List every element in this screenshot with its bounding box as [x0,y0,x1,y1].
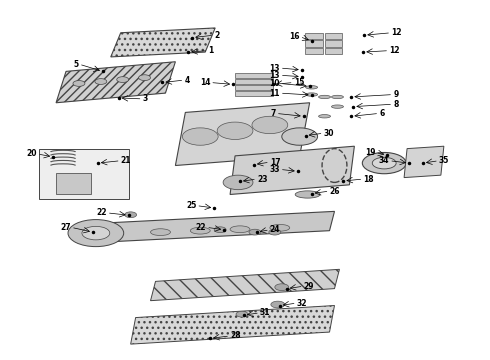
Ellipse shape [306,93,318,96]
Bar [39,149,129,199]
Text: 32: 32 [297,298,307,307]
Polygon shape [175,103,310,166]
Ellipse shape [230,226,250,233]
Text: 35: 35 [439,156,449,165]
Circle shape [282,128,318,145]
Circle shape [252,116,288,134]
Bar [235,79,273,84]
Text: 29: 29 [304,282,314,291]
Ellipse shape [270,224,290,231]
Text: 20: 20 [26,149,37,158]
Text: 12: 12 [391,28,402,37]
Bar [305,40,322,47]
Circle shape [214,227,226,233]
Bar [235,85,273,90]
Text: 15: 15 [294,78,304,87]
Text: 13: 13 [270,71,280,80]
Text: 22: 22 [196,223,206,232]
Circle shape [362,153,406,174]
Text: 4: 4 [184,76,190,85]
Text: 5: 5 [74,60,79,69]
Text: 31: 31 [260,308,270,317]
Polygon shape [111,28,215,57]
Text: 6: 6 [379,109,385,118]
Bar [56,173,91,194]
Text: 26: 26 [329,186,340,195]
Text: 19: 19 [365,148,375,157]
Polygon shape [404,146,444,177]
Bar [235,91,273,95]
Circle shape [236,311,248,317]
Polygon shape [91,211,335,243]
Text: 2: 2 [214,31,220,40]
Ellipse shape [332,95,343,99]
Circle shape [271,301,285,308]
Text: 13: 13 [270,63,280,72]
Ellipse shape [190,227,210,234]
Text: 10: 10 [270,79,280,88]
Text: 8: 8 [393,100,398,109]
Ellipse shape [150,229,171,235]
Bar [305,33,322,39]
Text: 14: 14 [200,78,210,87]
Circle shape [68,220,123,247]
Circle shape [372,157,396,169]
Text: 12: 12 [389,46,400,55]
Ellipse shape [295,191,320,198]
Circle shape [275,284,289,291]
Polygon shape [56,62,175,103]
Bar [324,40,343,47]
Text: 7: 7 [270,109,276,118]
Circle shape [117,77,129,82]
Text: 9: 9 [393,90,398,99]
Bar [324,33,343,39]
Ellipse shape [318,95,331,99]
Text: 30: 30 [323,129,334,138]
Circle shape [95,78,107,84]
Text: 34: 34 [379,156,389,165]
Text: 11: 11 [270,89,280,98]
Circle shape [73,81,85,86]
Polygon shape [230,146,354,194]
Circle shape [223,175,253,190]
Text: 28: 28 [230,332,241,341]
Polygon shape [131,306,335,344]
Ellipse shape [318,114,331,118]
Text: 33: 33 [270,165,280,174]
Text: 23: 23 [257,175,268,184]
Circle shape [82,226,110,240]
Bar [324,48,343,54]
Bar [305,48,322,54]
Ellipse shape [306,86,318,89]
Text: 16: 16 [289,32,300,41]
Polygon shape [150,269,340,301]
Text: 3: 3 [143,94,148,103]
Text: 27: 27 [60,223,71,232]
Text: 17: 17 [270,158,280,167]
Text: 24: 24 [270,225,280,234]
Text: 18: 18 [363,175,374,184]
Text: 25: 25 [186,201,196,210]
Circle shape [124,212,137,218]
Text: 22: 22 [97,208,107,217]
Circle shape [249,229,261,235]
Text: 1: 1 [208,46,214,55]
Circle shape [182,128,218,145]
Text: 21: 21 [121,156,131,165]
Circle shape [269,229,281,235]
Bar [235,73,273,78]
Circle shape [139,75,150,81]
Ellipse shape [332,105,343,108]
Circle shape [217,122,253,139]
